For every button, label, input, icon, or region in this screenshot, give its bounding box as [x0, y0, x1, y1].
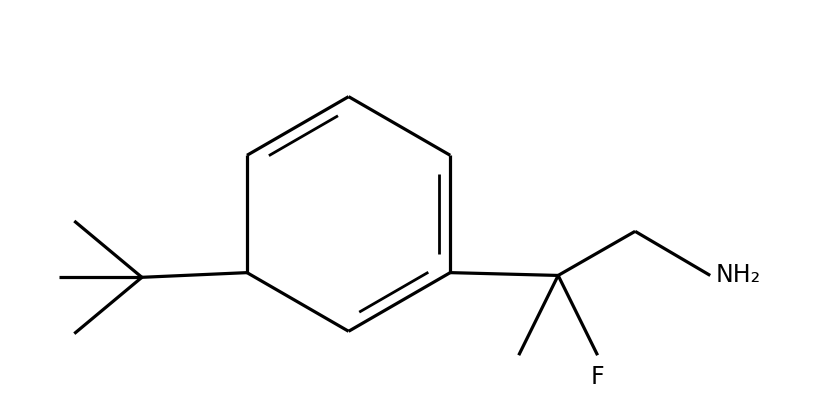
- Text: NH₂: NH₂: [716, 264, 761, 288]
- Text: F: F: [591, 364, 604, 388]
